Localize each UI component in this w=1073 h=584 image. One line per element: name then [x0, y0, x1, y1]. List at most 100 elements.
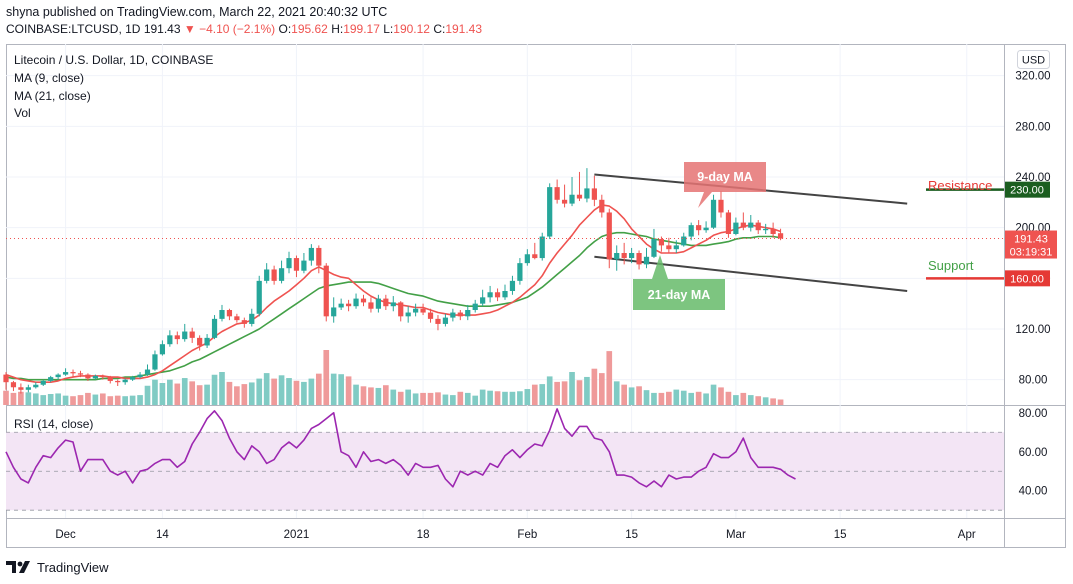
candle-body: [144, 369, 151, 375]
candle-body: [405, 312, 411, 317]
time-tick-label: Apr: [958, 529, 976, 541]
candle-body: [688, 225, 694, 237]
volume-bar: [651, 392, 657, 405]
time-tick-label: 14: [156, 529, 169, 541]
volume-bar: [666, 391, 672, 405]
rsi-axis: 40.00 60.00 80.00: [1019, 408, 1048, 498]
candle-body: [740, 222, 746, 228]
volume-bar: [40, 395, 47, 405]
volume-bar: [114, 395, 121, 405]
volume-bar: [219, 372, 225, 405]
rsi-tick-label: 40.00: [1019, 486, 1048, 498]
volume-bar: [383, 385, 389, 405]
candle-body: [234, 316, 240, 321]
high-label: H:: [331, 22, 344, 36]
legend-ma21: MA (21, close): [14, 89, 91, 103]
candle-body: [651, 239, 657, 257]
volume-bar: [405, 389, 412, 405]
candle-body: [710, 199, 717, 228]
volume-bar: [152, 379, 158, 405]
volume-bar: [390, 389, 397, 405]
candle-body: [509, 280, 516, 291]
time-tick-label: Feb: [517, 529, 537, 541]
rsi-band: [6, 431, 1004, 511]
volume-bar: [256, 378, 263, 405]
candle-body: [159, 344, 166, 355]
candles: [3, 168, 784, 394]
price-tick-label: 240.00: [1015, 172, 1050, 184]
chart-frame: [6, 44, 1066, 548]
ma21-path: [5, 231, 781, 381]
candle-body: [450, 312, 456, 318]
candle-body: [755, 222, 761, 231]
high-value: 199.17: [343, 22, 380, 36]
volume-bar: [598, 373, 605, 405]
volume-bar: [435, 392, 441, 405]
volume-bar: [539, 384, 546, 405]
volume-bar: [159, 383, 166, 405]
currency-button[interactable]: [1017, 50, 1050, 69]
price-axis[interactable]: 80.00120.00160.00200.00240.00280.00320.0…: [1015, 71, 1050, 387]
candle-body: [152, 354, 158, 370]
candle-body: [70, 372, 76, 374]
volume-bar: [204, 384, 210, 405]
candle-body: [480, 297, 486, 304]
last-price: 191.43: [143, 22, 181, 36]
volume-bar: [32, 393, 39, 405]
candle-body: [725, 212, 732, 234]
candle-body: [658, 239, 665, 246]
support-label: Support: [928, 258, 974, 273]
candle-body: [696, 225, 702, 231]
candle-body: [3, 374, 9, 383]
volume-bar: [271, 378, 277, 405]
candle-body: [599, 199, 605, 213]
volume-bar: [569, 372, 575, 405]
time-axis[interactable]: Dec 14 2021 18 Feb 15 Mar 15 Apr: [55, 529, 976, 541]
tradingview-logo-icon: [6, 561, 30, 573]
volume-bar: [368, 387, 374, 405]
candle-body: [681, 236, 687, 246]
candle-body: [301, 260, 307, 271]
candle-body: [48, 377, 54, 381]
candle-body: [718, 199, 724, 213]
ma21-callout: [633, 255, 725, 310]
volume-bar: [167, 379, 173, 405]
volume-bar: [636, 386, 642, 405]
volume-bar: [531, 384, 538, 405]
candle-body: [271, 269, 277, 281]
candle-body: [413, 308, 419, 313]
volume-bar: [234, 386, 240, 405]
volume-bar: [621, 384, 627, 405]
candle-body: [606, 212, 612, 260]
volume-bar: [3, 390, 9, 405]
volume-bars: [3, 350, 784, 405]
volume-bar: [62, 395, 69, 405]
candle-body: [197, 337, 203, 346]
ma9-annotation: 9-day MA: [697, 170, 753, 184]
candle-body: [487, 292, 493, 298]
candle-body: [360, 298, 367, 303]
time-tick-label: Dec: [55, 529, 76, 541]
volume-bar: [25, 392, 32, 405]
volume-bar: [740, 392, 747, 405]
candle-body: [33, 384, 39, 388]
volume-bar: [524, 389, 531, 405]
volume-bar: [278, 375, 285, 405]
volume-bar: [584, 376, 590, 405]
volume-bar: [710, 384, 717, 405]
volume-bar: [747, 395, 754, 405]
volume-bar: [375, 387, 382, 405]
price-chart[interactable]: 80.00120.00160.00200.00240.00280.00320.0…: [0, 0, 1073, 556]
candle-body: [472, 303, 478, 310]
candle-body: [643, 256, 650, 265]
candle-body: [18, 387, 24, 390]
volume-bar: [248, 382, 255, 405]
chart-header: shyna published on TradingView.com, Marc…: [0, 0, 1073, 42]
candle-body: [770, 228, 776, 234]
time-tick-label: 18: [417, 529, 430, 541]
candle-body: [256, 280, 262, 314]
candle-body: [226, 310, 233, 317]
time-tick-label: 15: [834, 529, 847, 541]
candle-body: [25, 387, 31, 390]
tradingview-logo[interactable]: TradingView: [6, 556, 109, 578]
